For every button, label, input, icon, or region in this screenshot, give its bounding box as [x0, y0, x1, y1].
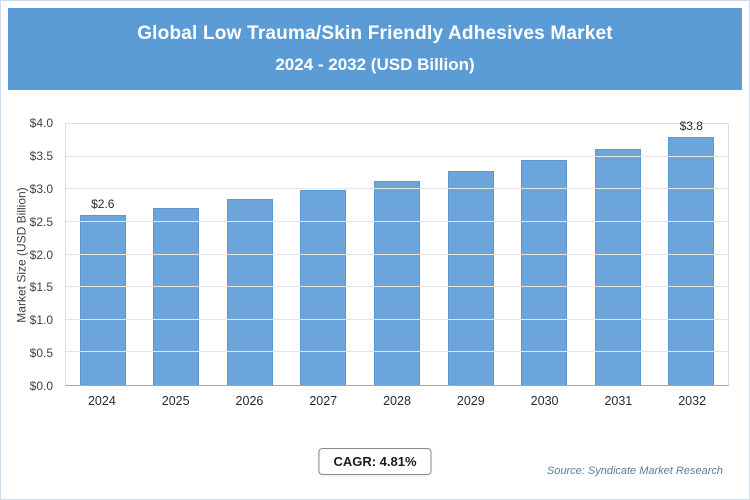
- x-tick-label: 2032: [678, 394, 707, 408]
- y-tick-label: $3.0: [29, 181, 53, 196]
- gridline: [66, 286, 728, 288]
- bar-column: [507, 124, 581, 385]
- x-axis-row: 2024 2025 2026 2027 2028 2029 2030 2031 2032: [65, 394, 729, 408]
- x-tick-label: 2027: [309, 394, 338, 408]
- gridline: [66, 188, 728, 190]
- y-tick-label: $2.5: [29, 214, 53, 229]
- bar: [374, 180, 421, 385]
- x-tick-label: 2029: [456, 394, 485, 408]
- chart-title-line1: Global Low Trauma/Skin Friendly Adhesive…: [137, 23, 613, 44]
- bar-value-label: $2.6: [91, 197, 115, 212]
- x-tick-label: 2025: [161, 394, 190, 408]
- bar: [668, 137, 715, 385]
- bar-column: [434, 124, 508, 385]
- bar-column: [581, 124, 655, 385]
- y-tick-label: $3.5: [29, 148, 53, 163]
- bar: [447, 170, 494, 385]
- gridline: [66, 155, 728, 157]
- x-tick-label: 2030: [530, 394, 559, 408]
- y-tick-label: $2.0: [29, 247, 53, 262]
- bar-column: [287, 124, 361, 385]
- plot-area: $2.6 $3.8: [65, 119, 729, 386]
- gridline: [66, 220, 728, 222]
- chart-title-line2: 2024 - 2032 (USD Billion): [275, 55, 475, 74]
- cagr-badge: CAGR: 4.81%: [318, 448, 432, 475]
- x-tick-label: 2031: [604, 394, 633, 408]
- y-tick-label: $4.0: [29, 116, 53, 130]
- bar-column: [360, 124, 434, 385]
- bar-column: [140, 124, 214, 385]
- x-tick-label: 2028: [383, 394, 411, 408]
- bar: [153, 207, 200, 385]
- x-tick-label: 2026: [235, 394, 264, 408]
- source-text: Source: Syndicate Market Research: [546, 465, 723, 477]
- bar-column: $2.6: [66, 124, 140, 385]
- bar-column: $3.8: [655, 119, 729, 385]
- chart-header: Global Low Trauma/Skin Friendly Adhesive…: [8, 8, 742, 90]
- y-axis-ticks: $0.0 $0.5 $1.0 $1.5 $2.0 $2.5 $3.0 $3.5 $4.0: [1, 116, 59, 393]
- bar: [300, 189, 347, 385]
- gridline: [66, 253, 728, 255]
- bar-column: [213, 124, 287, 385]
- bar: [79, 215, 126, 385]
- y-tick-label: $0.0: [29, 379, 53, 393]
- bar: [521, 159, 568, 385]
- y-tick-label: $1.5: [29, 280, 53, 295]
- gridline: [66, 318, 728, 320]
- y-tick-label: $1.0: [29, 313, 53, 328]
- bar: [226, 199, 273, 385]
- y-tick-label: $0.5: [29, 346, 53, 361]
- gridline: [66, 351, 728, 353]
- bar: [594, 149, 641, 385]
- x-tick-label: 2024: [87, 394, 116, 408]
- bar-value-label: $3.8: [679, 119, 703, 134]
- bars-row: $2.6 $3.8: [66, 119, 729, 385]
